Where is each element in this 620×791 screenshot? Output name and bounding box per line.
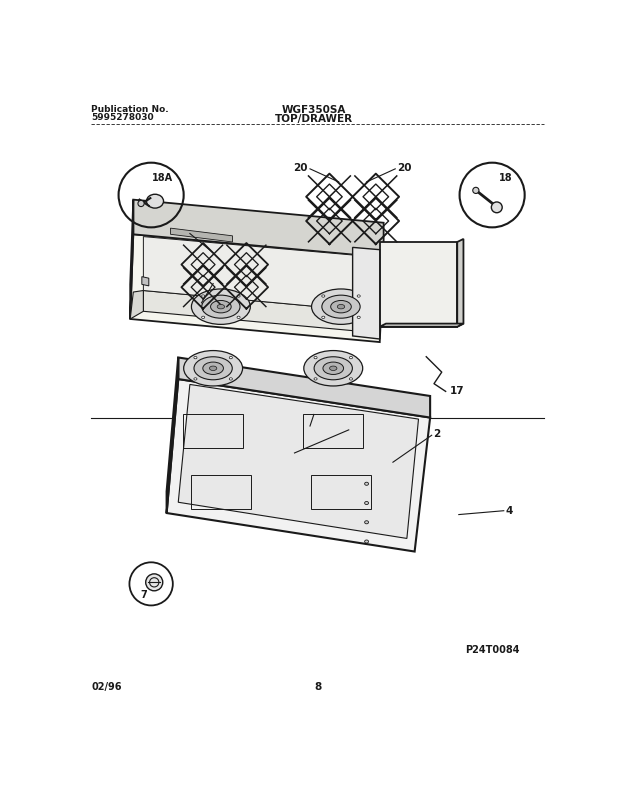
Ellipse shape bbox=[211, 301, 231, 313]
Text: 20: 20 bbox=[185, 299, 200, 309]
Polygon shape bbox=[143, 237, 379, 312]
Ellipse shape bbox=[323, 362, 343, 374]
Ellipse shape bbox=[217, 305, 224, 308]
Ellipse shape bbox=[202, 295, 240, 318]
Ellipse shape bbox=[357, 295, 360, 297]
Ellipse shape bbox=[184, 350, 242, 386]
Ellipse shape bbox=[194, 378, 197, 380]
Polygon shape bbox=[167, 379, 430, 551]
Text: 7: 7 bbox=[140, 589, 147, 600]
Text: Publication No.: Publication No. bbox=[92, 105, 169, 114]
Polygon shape bbox=[379, 324, 463, 327]
Circle shape bbox=[146, 573, 163, 591]
Ellipse shape bbox=[330, 301, 352, 313]
Polygon shape bbox=[353, 248, 379, 339]
Ellipse shape bbox=[314, 357, 317, 359]
Ellipse shape bbox=[350, 357, 353, 359]
Ellipse shape bbox=[365, 520, 368, 524]
Text: 20: 20 bbox=[397, 163, 412, 173]
Text: 1: 1 bbox=[350, 424, 358, 434]
Ellipse shape bbox=[322, 295, 325, 297]
Ellipse shape bbox=[304, 350, 363, 386]
Polygon shape bbox=[179, 384, 418, 539]
Ellipse shape bbox=[365, 540, 368, 543]
Ellipse shape bbox=[210, 366, 217, 370]
Text: 2: 2 bbox=[433, 429, 440, 439]
Text: 16: 16 bbox=[304, 405, 319, 415]
Circle shape bbox=[472, 187, 479, 194]
Polygon shape bbox=[170, 228, 232, 242]
Text: 17: 17 bbox=[450, 386, 464, 396]
Ellipse shape bbox=[312, 289, 371, 324]
Text: 18A: 18A bbox=[152, 173, 174, 183]
Circle shape bbox=[491, 202, 502, 213]
Ellipse shape bbox=[357, 316, 360, 319]
Circle shape bbox=[138, 200, 144, 206]
Ellipse shape bbox=[146, 195, 164, 208]
Ellipse shape bbox=[350, 378, 353, 380]
Ellipse shape bbox=[192, 289, 250, 324]
Ellipse shape bbox=[237, 316, 240, 319]
Polygon shape bbox=[130, 199, 133, 319]
Polygon shape bbox=[142, 277, 149, 286]
Ellipse shape bbox=[330, 366, 337, 370]
Ellipse shape bbox=[314, 378, 317, 380]
Ellipse shape bbox=[314, 357, 352, 380]
Ellipse shape bbox=[202, 316, 205, 319]
Ellipse shape bbox=[237, 295, 240, 297]
Ellipse shape bbox=[229, 357, 232, 359]
Text: 5995278030: 5995278030 bbox=[92, 112, 154, 122]
Ellipse shape bbox=[322, 295, 360, 318]
Polygon shape bbox=[458, 239, 463, 327]
Polygon shape bbox=[379, 242, 458, 327]
Ellipse shape bbox=[194, 357, 197, 359]
Ellipse shape bbox=[202, 295, 205, 297]
Text: eReplacementParts.com: eReplacementParts.com bbox=[230, 407, 366, 417]
Polygon shape bbox=[133, 199, 384, 257]
Ellipse shape bbox=[203, 362, 223, 374]
Text: 02/96: 02/96 bbox=[92, 682, 122, 691]
Ellipse shape bbox=[194, 357, 232, 380]
Ellipse shape bbox=[365, 501, 368, 505]
Ellipse shape bbox=[229, 378, 232, 380]
Polygon shape bbox=[130, 234, 384, 342]
Polygon shape bbox=[167, 358, 179, 513]
Ellipse shape bbox=[322, 316, 325, 319]
Text: 8: 8 bbox=[314, 682, 321, 691]
Ellipse shape bbox=[337, 305, 345, 308]
Text: 18: 18 bbox=[499, 173, 513, 183]
Polygon shape bbox=[179, 358, 430, 418]
Polygon shape bbox=[143, 290, 368, 332]
Text: 4: 4 bbox=[505, 505, 513, 516]
Text: WGF350SA: WGF350SA bbox=[281, 105, 346, 115]
Text: 20: 20 bbox=[293, 163, 308, 173]
Text: 20: 20 bbox=[173, 227, 187, 237]
Ellipse shape bbox=[365, 483, 368, 486]
Text: P24T0084: P24T0084 bbox=[465, 645, 520, 656]
Text: TOP/DRAWER: TOP/DRAWER bbox=[275, 114, 353, 124]
Polygon shape bbox=[130, 290, 143, 319]
